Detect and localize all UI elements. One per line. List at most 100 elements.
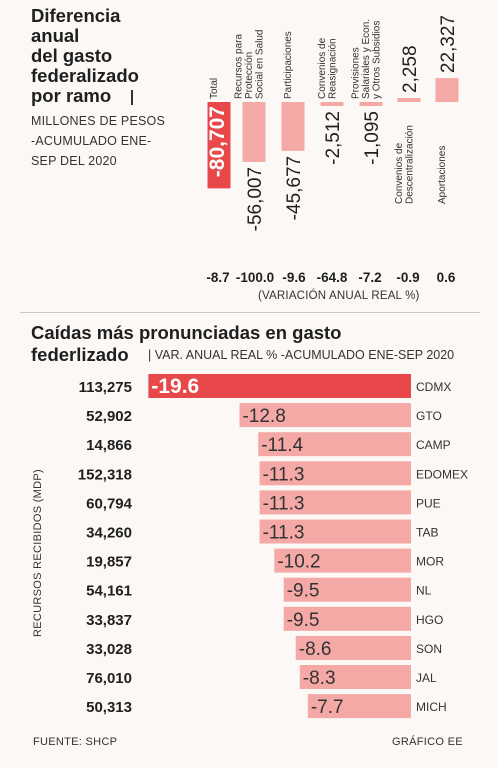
chart2-svg: -19.6 CDMX 113,275 -12.8 GTO 52,902 -11.4 CAMP 1… — [78, 374, 468, 719]
chart2-recursos-label: 19,857 — [86, 554, 132, 571]
chart1-category-label: Social en Salud — [255, 30, 266, 100]
chart1-category-label: Reasignación — [327, 38, 338, 99]
chart1-bar — [281, 102, 305, 151]
chart2-subtitle: | VAR. ANUAL REAL % -ACUMULADO ENE-SEP 2… — [148, 348, 455, 362]
chart1-value-label: -2,512 — [323, 111, 344, 165]
chart2-recursos-label: 54,161 — [86, 583, 132, 600]
chart2-bar — [283, 577, 411, 602]
chart1-variation-value: -9.6 — [282, 270, 306, 285]
chart1-subtitle-line: MILLONES DE PESOS — [31, 114, 165, 128]
chart2-value-label: -9.5 — [287, 610, 320, 631]
chart2-bar — [307, 694, 411, 719]
chart1-variation-value: -100.0 — [236, 270, 274, 285]
chart1-bar — [207, 102, 231, 189]
chart2-value-label: -8.3 — [303, 668, 336, 689]
variation-label: (VARIACIÓN ANUAL REAL %) — [258, 290, 420, 302]
chart2-category-label: NL — [416, 584, 432, 598]
chart1-value-label: 22,327 — [438, 15, 459, 73]
chart1-title-line: anual — [31, 25, 80, 46]
chart1-variation-value: 0.6 — [437, 270, 456, 285]
chart1-title-line: Diferencia — [31, 5, 121, 26]
chart2-value-label: -8.6 — [299, 639, 332, 660]
source-note: FUENTE: SHCP — [33, 736, 118, 748]
chart2-recursos-label: 52,902 — [86, 408, 132, 425]
chart1-title-line: del gasto — [31, 45, 113, 66]
chart1-value-label: 2,258 — [400, 45, 421, 93]
chart2-bar — [283, 606, 411, 631]
chart1-bar — [359, 102, 383, 106]
chart2-value-label: -11.4 — [261, 435, 303, 456]
chart2-recursos-label: 14,866 — [86, 437, 132, 454]
chart2-category-label: MOR — [416, 555, 444, 569]
chart2-category-label: GTO — [416, 409, 442, 423]
chart1-value-label: -45,677 — [284, 156, 305, 220]
chart2-category-label: JAL — [416, 671, 437, 685]
chart1-variation-value: -7.2 — [358, 270, 381, 285]
chart2-value-label: -7.7 — [311, 697, 344, 718]
chart1-variation-value: -64.8 — [317, 270, 348, 285]
chart2-category-label: EDOMEX — [416, 467, 468, 481]
chart1-value-label: -1,095 — [362, 111, 383, 165]
chart1-svg: -80,707 Total -8.7 -56,007 Recursos para Prot… — [206, 15, 459, 285]
chart2-bar — [295, 635, 411, 660]
chart1-category-label: Protección — [244, 52, 255, 99]
chart2-recursos-label: 152,318 — [78, 466, 132, 483]
title-divider — [131, 90, 133, 105]
chart1-bar — [242, 102, 266, 162]
chart2-category-label: SON — [416, 642, 442, 656]
chart1-bar — [397, 98, 421, 102]
section-divider — [20, 312, 480, 313]
chart1-category-label: Descentralización — [404, 125, 415, 204]
chart1-title-line: federalizado — [31, 65, 139, 86]
chart1-bar — [435, 78, 459, 102]
chart1-variation-value: -0.9 — [396, 270, 419, 285]
chart1-subtitle-line: SEP DEL 2020 — [31, 154, 117, 168]
chart2-bar — [239, 403, 411, 428]
chart1-category-label: Participaciones — [283, 31, 294, 99]
chart2-value-label: -19.6 — [151, 375, 199, 398]
chart2-category-label: TAB — [416, 526, 438, 540]
chart2-value-label: -9.5 — [287, 581, 320, 602]
chart2-recursos-label: 60,794 — [86, 495, 133, 512]
chart2-bar — [299, 665, 411, 689]
chart2-title-line2: federlizado — [31, 344, 129, 365]
credit-note: GRÁFICO EE — [392, 736, 463, 748]
chart1-title: Diferencia anual del gasto federalizado … — [31, 6, 141, 110]
chart2-bar — [274, 548, 411, 573]
chart1-category-label: Total — [209, 78, 220, 99]
chart2-bar — [259, 519, 411, 544]
chart1-category-label: Aportaciones — [437, 146, 448, 204]
chart1-subtitle-line: -ACUMULADO ENE- — [31, 134, 152, 148]
chart1-category-label: Convenios de — [317, 37, 328, 99]
chart2-value-label: -11.3 — [263, 523, 305, 544]
chart2-recursos-label: 33,837 — [86, 612, 132, 629]
chart2-recursos-label: 113,275 — [79, 379, 132, 396]
chart1-bar — [320, 102, 344, 106]
chart1-title-line: por ramo — [31, 85, 112, 106]
chart2-value-label: -12.8 — [242, 406, 285, 427]
chart2-bar — [259, 490, 411, 515]
chart2-category-label: HGO — [416, 613, 443, 627]
chart1-subtitle: MILLONES DE PESOS -ACUMULADO ENE- SEP DE… — [31, 111, 165, 171]
chart2-category-label: CDMX — [416, 380, 451, 394]
chart2-bar — [259, 461, 411, 486]
chart2-recursos-label: 33,028 — [86, 641, 132, 658]
chart2-title: Caídas más pronunciadas en gasto — [31, 322, 342, 343]
chart2-value-label: -11.3 — [263, 493, 305, 514]
chart2-bar — [148, 374, 412, 398]
chart2-value-label: -11.3 — [263, 464, 305, 485]
chart1-value-label: -80,707 — [206, 106, 229, 177]
chart2-category-label: CAMP — [416, 438, 451, 452]
chart1-category-label: Recursos para — [234, 34, 245, 99]
chart1-category-label: y Otros Subsidios — [372, 21, 383, 99]
chart2-value-label: -10.2 — [277, 552, 320, 573]
chart2-recursos-label: 34,260 — [86, 525, 132, 542]
chart2-category-label: MICH — [416, 700, 447, 714]
chart2-recursos-label: 76,010 — [86, 670, 132, 687]
chart2-recursos-label: 50,313 — [86, 699, 132, 716]
chart1-category-label: Provisiones — [351, 47, 362, 99]
chart2-bar — [258, 432, 411, 457]
chart2-category-label: PUE — [416, 496, 441, 510]
chart1-category-label: Convenios de — [394, 142, 405, 204]
chart1-variation-value: -8.7 — [206, 270, 229, 285]
